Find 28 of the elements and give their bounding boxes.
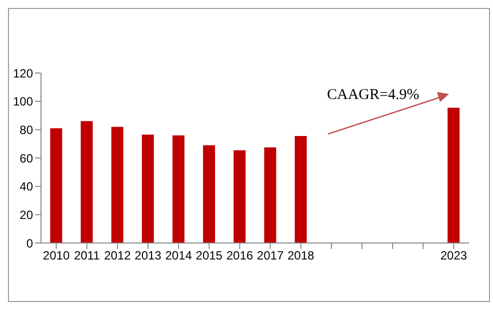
- bar: [80, 121, 93, 243]
- y-tick-label: 100: [12, 94, 34, 109]
- x-tick-label: 2011: [74, 248, 100, 263]
- y-tick-label: 60: [20, 151, 34, 166]
- bar: [203, 145, 216, 243]
- bar: [294, 136, 307, 243]
- bar: [234, 150, 246, 243]
- y-tick-label: 40: [20, 180, 34, 194]
- x-tick-label: 2023: [440, 248, 468, 263]
- annotation: CAAGR=4.9%: [327, 87, 420, 104]
- y-tick-label: 80: [20, 122, 34, 137]
- bar: [142, 134, 154, 243]
- bar: [111, 126, 124, 243]
- x-tick-label: 2017: [256, 248, 284, 263]
- y-tick-label: 20: [20, 208, 34, 222]
- bar: [448, 108, 460, 243]
- x-tick-label: 2016: [226, 248, 254, 263]
- bar: [172, 135, 184, 243]
- x-tick-label: 2015: [196, 248, 223, 263]
- x-tick-label: 2018: [288, 248, 315, 263]
- y-tick-label: 0: [26, 236, 34, 250]
- x-tick-label: 2012: [104, 248, 132, 263]
- x-tick-label: 2010: [42, 248, 70, 263]
- bar: [50, 128, 62, 243]
- x-tick-label: 2014: [165, 248, 192, 263]
- bar: [264, 147, 276, 243]
- x-tick-label: 2013: [134, 248, 162, 263]
- y-tick-label: 120: [12, 66, 34, 80]
